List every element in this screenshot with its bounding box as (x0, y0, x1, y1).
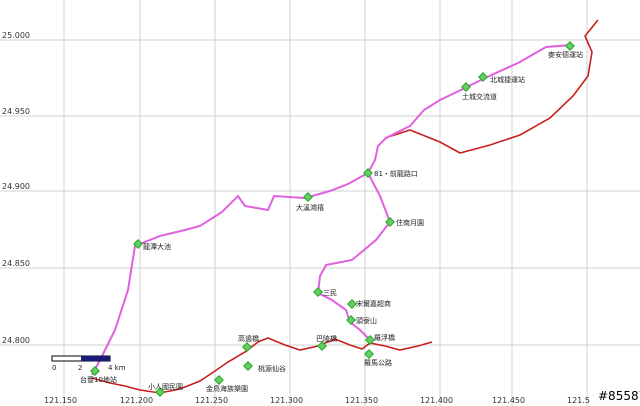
place-marker (90, 366, 100, 376)
place-marker (347, 299, 357, 309)
place-marker (133, 239, 143, 249)
place-label: 麥安德運站 (548, 50, 583, 59)
place-label: 北城捷運站 (490, 75, 525, 84)
place-label: 住南月園 (396, 218, 424, 227)
place-marker (317, 341, 327, 351)
place-label: 羅浮橋 (374, 333, 395, 342)
watermark: #855874 (598, 389, 640, 403)
place-label: 巴陵橋 (316, 334, 337, 343)
place-marker (385, 217, 395, 227)
place-label: 台豐10地站 (80, 375, 117, 384)
magenta-route (91, 44, 573, 376)
scale-label: 2 (78, 364, 82, 372)
red-route-north (384, 19, 599, 154)
place-marker (461, 82, 471, 92)
x-axis-label: 121.150 (44, 396, 77, 405)
y-axis-label: 24.950 (2, 107, 30, 116)
place-marker (478, 72, 488, 82)
place-marker (313, 287, 323, 297)
place-label: 三民 (323, 289, 337, 297)
place-marker (363, 168, 373, 178)
place-marker (565, 41, 575, 51)
y-axis-label: 24.900 (2, 182, 30, 191)
x-axis-label: 121.350 (345, 396, 378, 405)
x-axis-label: 121.400 (420, 396, 453, 405)
place-label: 龍潭大池 (143, 242, 171, 251)
place-marker (214, 375, 224, 385)
place-marker (242, 342, 252, 352)
place-marker (364, 349, 374, 359)
place-marker (303, 192, 313, 202)
x-axis-label: 121.300 (270, 396, 303, 405)
place-label: 宋爾嘉超商 (356, 299, 391, 308)
overlay: 25.000 24.950 24.900 24.850 24.800 121.150 121… (2, 31, 640, 405)
x-axis-label: 121.200 (120, 396, 153, 405)
place-label: 高遶橋 (238, 334, 259, 343)
y-axis-label: 25.000 (2, 31, 30, 40)
place-label: 桃源仙谷 (258, 364, 286, 373)
place-label: 頭寮山 (356, 316, 377, 325)
scale-label: 4 km (108, 364, 126, 372)
place-label: 小人國民園 (148, 382, 183, 391)
red-route (91, 337, 433, 394)
y-axis-label: 24.850 (2, 259, 30, 268)
place-label: 金鳥海族樂園 (206, 384, 248, 393)
place-marker (346, 315, 356, 325)
scale-bar (51, 355, 111, 362)
x-axis-label: 121.250 (195, 396, 228, 405)
place-label: 81・前龍路口 (374, 169, 418, 178)
place-marker (243, 361, 253, 371)
place-label: 羅馬公路 (364, 358, 392, 367)
x-axis-label: 121.450 (492, 396, 525, 405)
y-axis-label: 24.800 (2, 336, 30, 345)
place-marker (365, 335, 375, 345)
place-label: 大溪鴻禧 (296, 203, 324, 212)
x-axis-label: 121.5 (567, 396, 590, 405)
place-label: 土城交流道 (462, 92, 497, 101)
scale-label: 0 (52, 364, 56, 372)
place-marker (155, 387, 165, 397)
